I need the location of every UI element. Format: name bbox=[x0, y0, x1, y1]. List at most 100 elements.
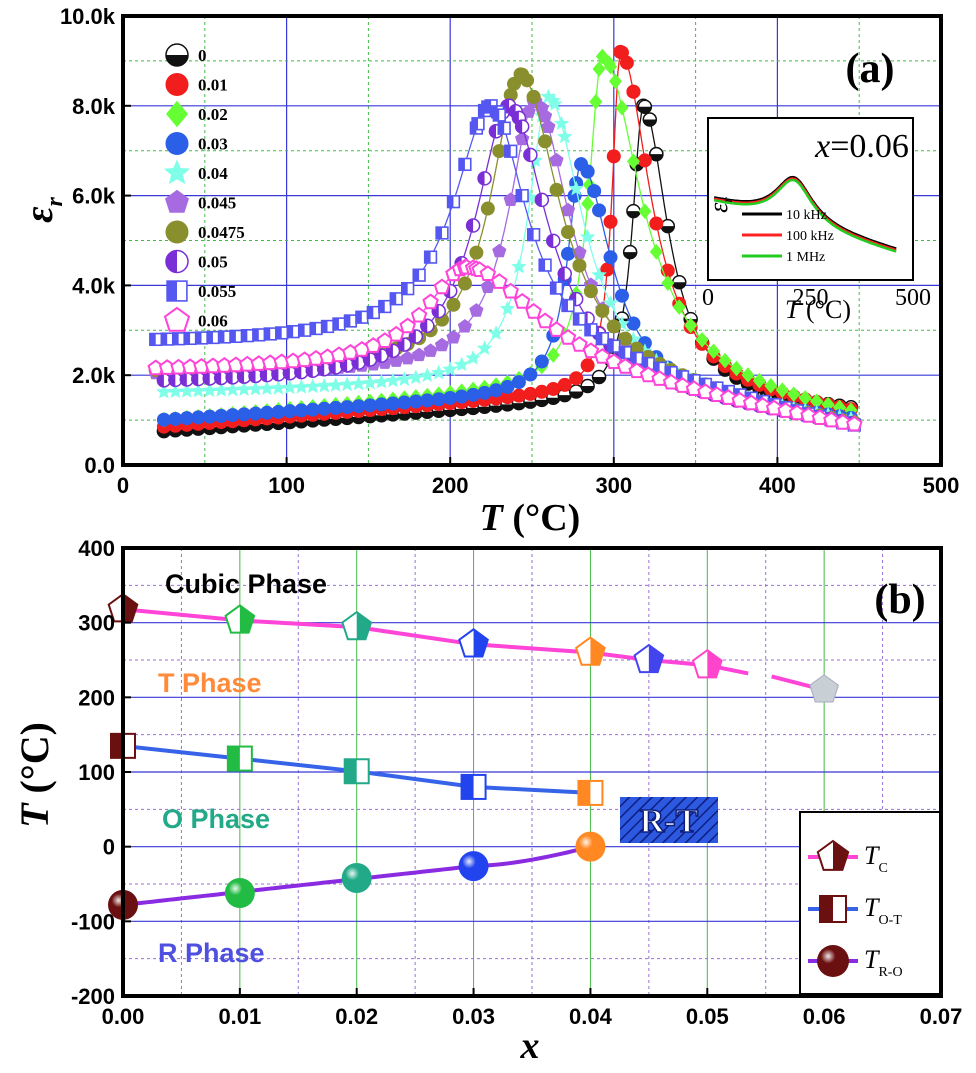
data-point-0.055 bbox=[471, 117, 485, 131]
data-point-0.02 bbox=[810, 393, 824, 410]
data-point-0.06-shape bbox=[720, 389, 737, 405]
data-point-0-fill bbox=[466, 407, 480, 415]
data-point-0.04 bbox=[328, 377, 344, 392]
data-point-0.0475 bbox=[469, 245, 484, 260]
inset-plot: x=0.06 εr 10 kHz 100 kHz 1 MHz 0 250 500 T (… bbox=[702, 117, 931, 324]
data-point-0.0475 bbox=[618, 331, 633, 346]
data-point-0.05 bbox=[305, 363, 321, 378]
data-point-0.0475-shape bbox=[492, 144, 507, 159]
data-point-0.03-shape bbox=[592, 203, 607, 218]
panel-a-xtick-label: 0 bbox=[117, 473, 129, 498]
data-point-0.03 bbox=[420, 393, 435, 408]
data-point-0-fill bbox=[500, 404, 514, 411]
data-point-0.045-shape bbox=[423, 343, 438, 357]
data-point-0.04-shape bbox=[179, 383, 195, 398]
data-point-0.02-shape bbox=[787, 386, 801, 403]
data-point-0.05-fill bbox=[329, 360, 336, 374]
inset-xlabel: T (°C) bbox=[785, 295, 851, 324]
data-point-0 bbox=[642, 112, 658, 127]
data-point-0.04-shape bbox=[224, 381, 241, 397]
panel-a-xtick-label: 100 bbox=[268, 473, 305, 498]
legend-marker-tc bbox=[816, 839, 850, 871]
data-point-0.02-shape bbox=[589, 93, 603, 110]
panel-b-xtick-label: 0.06 bbox=[803, 1004, 846, 1029]
data-point-0.04-shape bbox=[362, 374, 378, 390]
data-point-0.055-fill bbox=[630, 352, 637, 365]
data-point-0.045-shape bbox=[503, 192, 518, 206]
data-point-0.055 bbox=[572, 312, 587, 326]
tro-point-0.03 bbox=[458, 851, 489, 882]
data-point-0.05-fill bbox=[523, 148, 531, 162]
data-point-0.04-shape bbox=[453, 356, 470, 372]
data-point-0-fill bbox=[569, 391, 583, 398]
data-point-0.06 bbox=[513, 292, 531, 309]
panel-a-ytick-label: 6.0k bbox=[72, 184, 116, 209]
data-point-0.055-fill bbox=[585, 323, 591, 336]
data-point-0.04 bbox=[419, 367, 435, 383]
data-point-0-fill bbox=[306, 420, 320, 427]
data-point-0.02 bbox=[764, 377, 778, 394]
data-point-0.04-shape bbox=[270, 380, 287, 395]
legend-label-T_O-T: TO-T bbox=[864, 893, 902, 928]
panel-a-label: (a) bbox=[846, 46, 895, 92]
data-point-0-fill bbox=[626, 211, 640, 218]
data-point-0.055 bbox=[607, 339, 621, 353]
data-point-0.055 bbox=[458, 157, 472, 172]
data-point-0.03 bbox=[603, 250, 618, 265]
legend-marker-0.06 bbox=[163, 306, 191, 332]
data-point-0.05 bbox=[534, 192, 550, 208]
data-point-0.06 bbox=[720, 389, 737, 405]
data-point-0-fill bbox=[420, 411, 434, 419]
data-point-0.03-shape bbox=[603, 250, 618, 265]
data-point-0.03 bbox=[477, 385, 492, 400]
data-point-0.055 bbox=[504, 144, 518, 158]
data-point-0.06-shape bbox=[582, 342, 600, 359]
panel-a-legend: 0 0.01 0.02 0.03 0.04 0.045 0.0475 0.05 0.055 0.0… bbox=[163, 43, 245, 332]
data-point-0.01-shape bbox=[606, 149, 621, 164]
data-point-0.01 bbox=[557, 377, 572, 392]
data-point-0.045-shape bbox=[446, 329, 461, 344]
data-point-0 bbox=[622, 244, 638, 260]
data-point-0.05-fill bbox=[420, 319, 428, 333]
data-point-0.055 bbox=[309, 321, 323, 336]
data-point-0-fill bbox=[329, 418, 343, 426]
data-point-0.0475-shape bbox=[507, 76, 522, 91]
data-point-0.03 bbox=[580, 164, 595, 179]
data-point-0-fill bbox=[386, 414, 400, 421]
data-point-0.045 bbox=[423, 343, 438, 357]
legend-marker-tro bbox=[817, 945, 849, 977]
data-point-0.0475 bbox=[595, 303, 610, 318]
data-point-0.06-shape bbox=[834, 413, 852, 430]
data-point-0.04-shape bbox=[488, 325, 504, 340]
data-point-0.055-fill bbox=[230, 330, 236, 343]
legend-marker-0.03 bbox=[165, 132, 189, 155]
legend-marker-tro-shine bbox=[817, 945, 849, 977]
data-point-0.0475 bbox=[520, 73, 535, 88]
data-point-0.055-fill bbox=[436, 227, 443, 239]
data-point-0.06-shape bbox=[422, 293, 439, 310]
legend-label-main: T bbox=[864, 841, 880, 870]
data-point-0.055 bbox=[206, 330, 220, 345]
panel-a-ylabel-symbol: ε bbox=[16, 206, 61, 223]
legend-label-0: 0 bbox=[198, 46, 207, 65]
data-point-0.055 bbox=[217, 330, 232, 344]
data-point-0.06-shape bbox=[662, 373, 680, 390]
tot-point-0-fill bbox=[111, 733, 123, 758]
panel-b-ytick-label: 0 bbox=[103, 835, 115, 860]
data-point-0.03 bbox=[560, 246, 575, 261]
inset-ylabel-symbol: ε bbox=[704, 202, 733, 213]
data-point-0.02-shape bbox=[592, 61, 606, 77]
data-point-0.045 bbox=[549, 152, 564, 167]
data-point-0.0475-shape bbox=[526, 89, 541, 104]
data-point-0.02-shape bbox=[546, 347, 560, 363]
tc-point-0.04 bbox=[575, 636, 606, 666]
data-point-0.03 bbox=[466, 387, 481, 402]
data-point-0.01-shape bbox=[523, 386, 538, 401]
data-point-0.06 bbox=[525, 302, 542, 319]
phase-label-r: R Phase bbox=[158, 938, 265, 968]
data-point-0.055-fill bbox=[424, 251, 431, 263]
data-point-0.06-shape bbox=[536, 312, 554, 329]
inset-series-2 bbox=[713, 178, 897, 253]
data-point-0.04 bbox=[270, 380, 287, 395]
data-point-0.04 bbox=[408, 369, 424, 385]
